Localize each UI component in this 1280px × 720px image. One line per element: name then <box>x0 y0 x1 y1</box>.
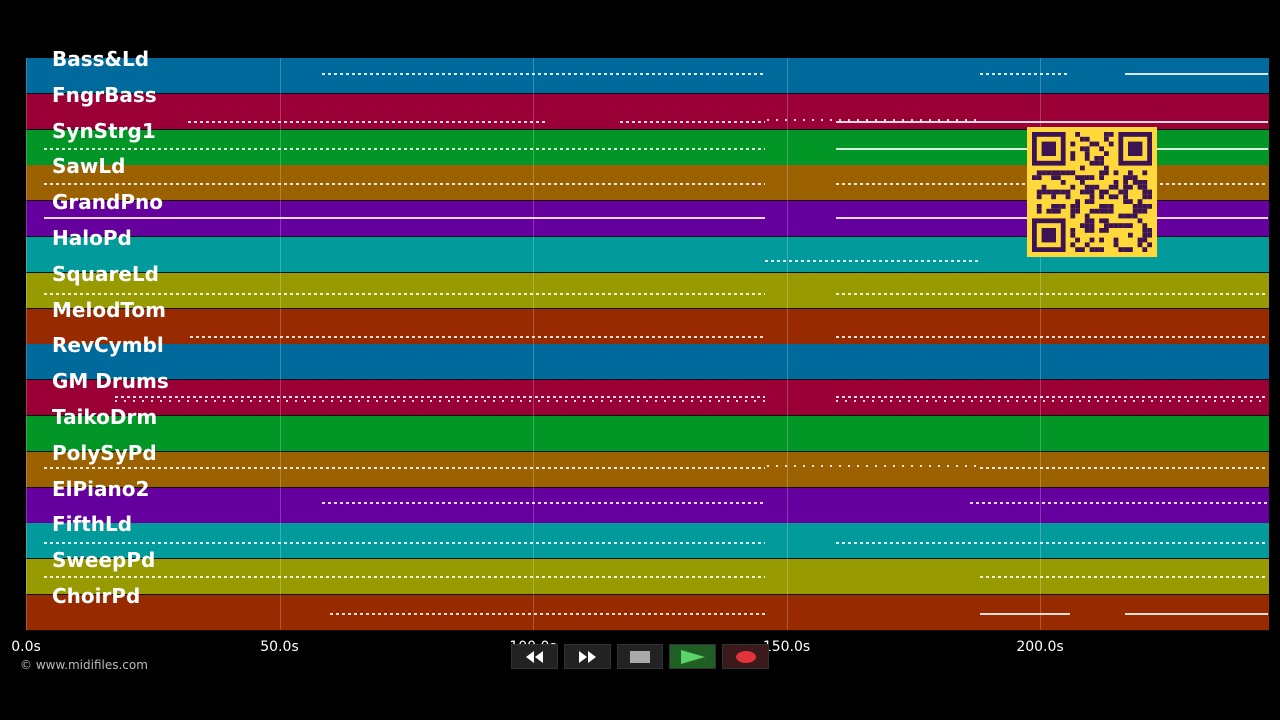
track-lane <box>26 523 1269 560</box>
credit-text: © www.midifiles.com <box>20 658 148 672</box>
track-lane <box>26 272 1269 309</box>
grid-line <box>279 58 281 630</box>
qr-code-pattern <box>1032 132 1152 252</box>
track-lane <box>26 380 1269 417</box>
record-icon <box>735 650 756 663</box>
track-label: PolySyPd <box>52 440 157 465</box>
track-label: GM Drums <box>52 369 169 394</box>
note-strip <box>115 396 765 399</box>
track-lane <box>26 58 1269 94</box>
track-label: GrandPno <box>52 190 163 215</box>
note-strip <box>1125 613 1268 615</box>
note-strip <box>188 120 548 123</box>
note-strip <box>767 464 980 467</box>
track-lane <box>26 93 1269 130</box>
note-strip <box>980 466 1268 469</box>
fast-forward-icon <box>578 650 596 663</box>
time-tick-label: 150.0s <box>762 639 811 655</box>
note-strip <box>44 542 765 545</box>
note-strip <box>836 335 1268 338</box>
note-strip <box>44 147 765 150</box>
note-strip <box>836 396 1268 399</box>
time-tick-label: 50.0s <box>260 639 299 655</box>
note-strip <box>1125 73 1268 75</box>
stop-icon <box>629 650 650 663</box>
track-label: ChoirPd <box>52 584 141 608</box>
grid-line <box>26 58 27 630</box>
track-label: SawLd <box>52 154 126 179</box>
note-strip <box>322 73 765 75</box>
note-strip <box>322 501 765 504</box>
grid-line <box>533 58 534 630</box>
track-label: ElPiano2 <box>52 476 150 501</box>
fast-forward-button[interactable] <box>563 644 611 669</box>
note-strip <box>980 613 1070 615</box>
note-strip <box>115 400 765 403</box>
record-button[interactable] <box>722 644 769 669</box>
note-strip <box>836 292 1268 295</box>
note-strip <box>44 183 765 186</box>
transport-controls <box>511 644 769 669</box>
track-label: FifthLd <box>52 512 133 537</box>
rewind-icon <box>525 650 543 663</box>
note-strip <box>836 120 1268 123</box>
note-strip <box>836 400 1268 403</box>
grid-line <box>786 58 788 630</box>
track-lane <box>26 487 1269 524</box>
track-label: Bass&Ld <box>52 47 150 71</box>
note-strip <box>765 260 980 262</box>
play-button[interactable] <box>669 644 717 669</box>
note-strip <box>44 576 765 579</box>
note-strip <box>330 613 765 615</box>
track-label: MelodTom <box>52 297 166 322</box>
grid-line <box>1040 58 1041 630</box>
time-tick-label: 0.0s <box>11 639 41 655</box>
note-strip <box>44 217 765 220</box>
track-label: FngrBass <box>52 82 157 107</box>
track-label: SynStrg1 <box>52 118 156 143</box>
note-strip <box>44 466 765 469</box>
track-lane <box>26 344 1269 381</box>
note-strip <box>980 576 1268 579</box>
note-strip <box>190 335 765 338</box>
note-strip <box>620 120 765 123</box>
rewind-button[interactable] <box>511 644 558 669</box>
note-strip <box>44 292 765 295</box>
track-label: SweepPd <box>52 548 156 573</box>
track-label: TaikoDrm <box>52 405 158 429</box>
track-lane <box>26 416 1269 452</box>
note-strip <box>836 542 1268 545</box>
track-lane <box>26 451 1269 488</box>
note-strip <box>980 73 1070 75</box>
track-label: RevCymbl <box>52 333 164 358</box>
qr-code-icon <box>1027 127 1157 257</box>
track-label: SquareLd <box>52 261 159 286</box>
track-label: HaloPd <box>52 226 132 250</box>
note-strip <box>767 118 980 121</box>
note-strip <box>970 501 1268 504</box>
play-icon <box>680 649 705 664</box>
stop-button[interactable] <box>616 644 664 669</box>
time-tick-label: 200.0s <box>1016 639 1064 655</box>
track-lane <box>26 308 1269 345</box>
